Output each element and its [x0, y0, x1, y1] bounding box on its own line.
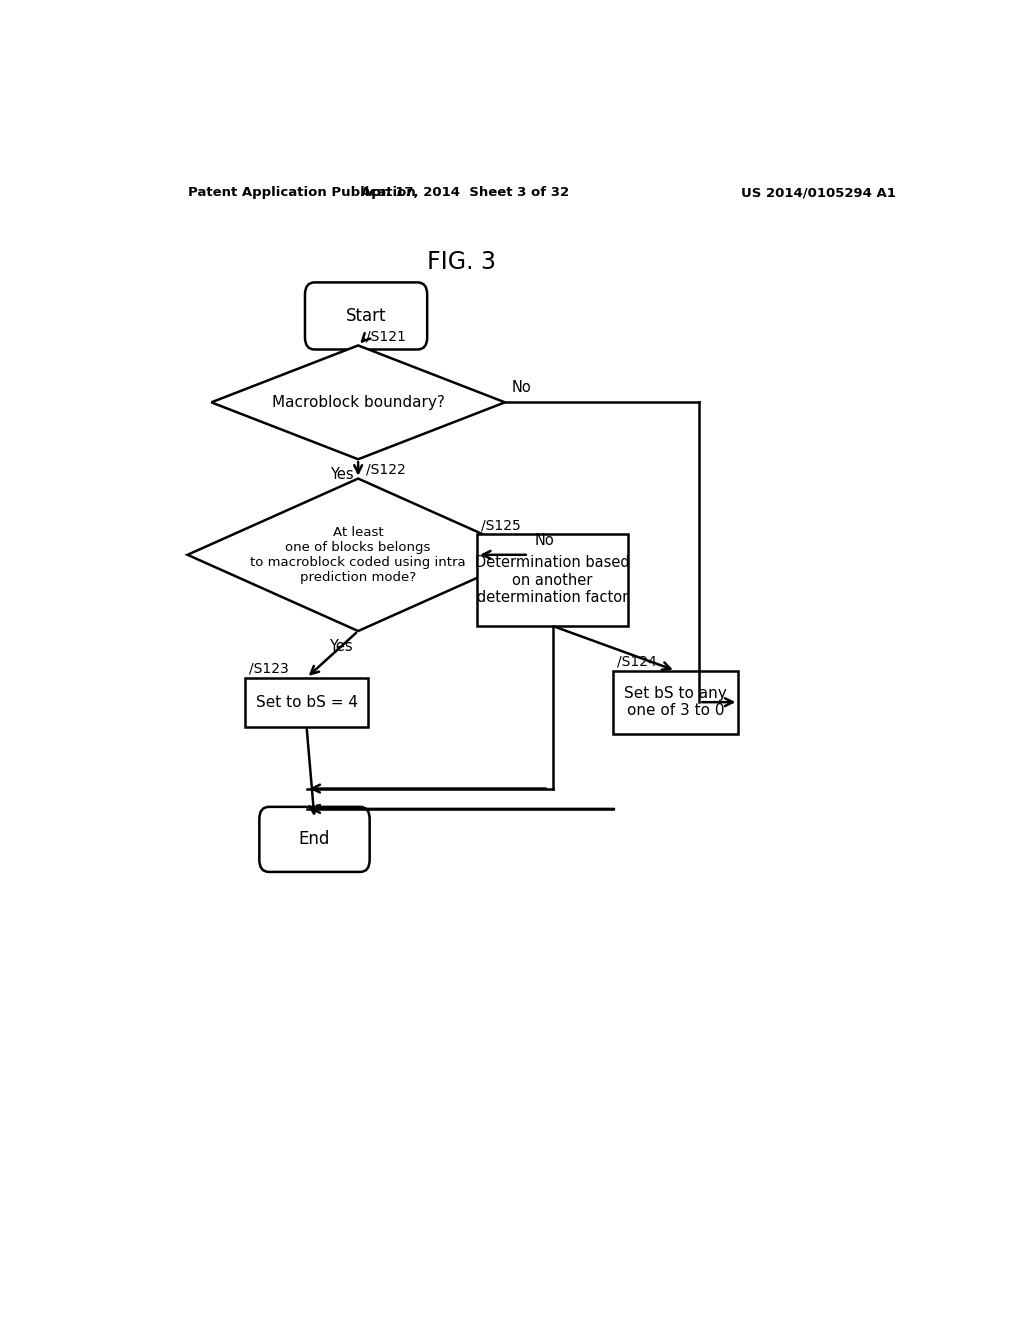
- Text: End: End: [299, 830, 330, 849]
- Text: Patent Application Publication: Patent Application Publication: [187, 186, 416, 199]
- Text: Apr. 17, 2014  Sheet 3 of 32: Apr. 17, 2014 Sheet 3 of 32: [361, 186, 569, 199]
- Text: /S123: /S123: [249, 661, 289, 676]
- Text: Start: Start: [346, 308, 386, 325]
- Text: FIG. 3: FIG. 3: [427, 249, 496, 275]
- Text: /S122: /S122: [367, 462, 406, 477]
- Text: No: No: [536, 533, 555, 548]
- Text: Macroblock boundary?: Macroblock boundary?: [271, 395, 444, 409]
- FancyBboxPatch shape: [305, 282, 427, 350]
- Text: Set to bS = 4: Set to bS = 4: [256, 694, 357, 710]
- Bar: [477, 535, 628, 626]
- Text: Set bS to any
one of 3 to 0: Set bS to any one of 3 to 0: [625, 686, 727, 718]
- Text: /S124: /S124: [616, 655, 656, 669]
- Text: At least
one of blocks belongs
to macroblock coded using intra
prediction mode?: At least one of blocks belongs to macrob…: [250, 525, 466, 583]
- Bar: [245, 677, 368, 726]
- Text: Yes: Yes: [329, 639, 352, 655]
- Polygon shape: [211, 346, 505, 459]
- FancyBboxPatch shape: [259, 807, 370, 873]
- Text: Determination based
on another
determination factor: Determination based on another determina…: [475, 556, 630, 605]
- Text: US 2014/0105294 A1: US 2014/0105294 A1: [741, 186, 896, 199]
- Bar: [613, 671, 738, 734]
- Polygon shape: [187, 479, 528, 631]
- Text: Yes: Yes: [331, 467, 354, 482]
- Text: /S125: /S125: [481, 519, 521, 532]
- Text: /S121: /S121: [367, 330, 406, 343]
- Text: No: No: [511, 380, 531, 395]
